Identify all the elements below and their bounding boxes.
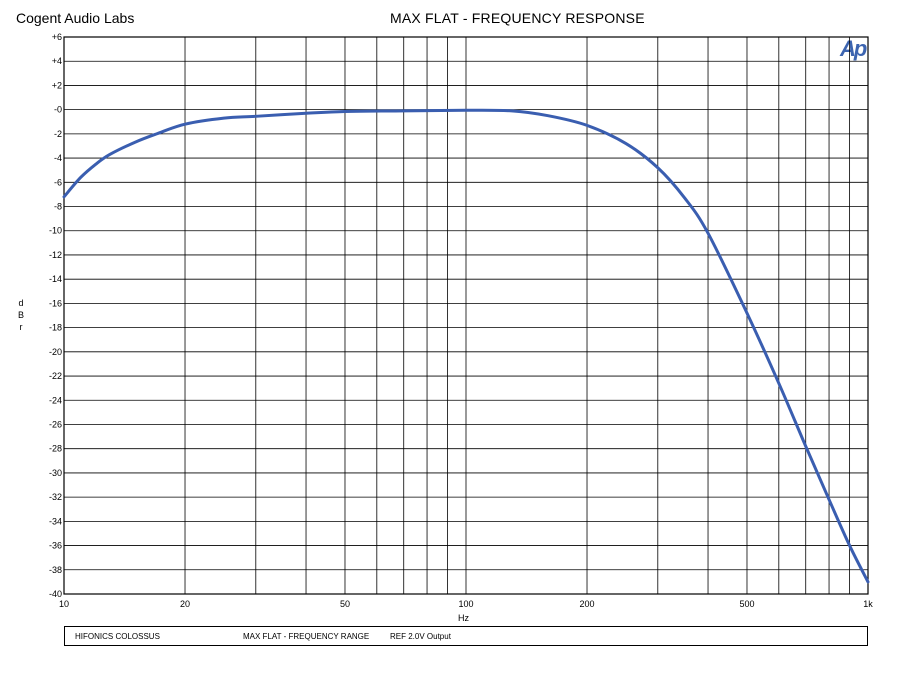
y-tick-label: -34 (49, 516, 62, 526)
y-tick-label: -10 (49, 226, 62, 236)
plot-border (63, 36, 869, 595)
y-tick-label: -24 (49, 395, 62, 405)
x-tick-label: 20 (180, 599, 190, 609)
y-axis-label-char: B (17, 310, 24, 320)
y-tick-label: -22 (49, 371, 62, 381)
y-axis-label-char: d (18, 298, 24, 308)
x-tick-label: 10 (59, 599, 69, 609)
y-tick-label: -26 (49, 419, 62, 429)
y-tick-label: -28 (49, 444, 62, 454)
footer-info-box: HIFONICS COLOSSUS MAX FLAT - FREQUENCY R… (64, 626, 868, 646)
x-tick-label: 200 (579, 599, 594, 609)
y-tick-label: +2 (52, 80, 62, 90)
y-tick-label: -0 (54, 105, 62, 115)
y-tick-label: -6 (54, 177, 62, 187)
y-tick-label: -16 (49, 298, 62, 308)
footer-device: HIFONICS COLOSSUS (75, 632, 160, 641)
y-tick-label: -36 (49, 541, 62, 551)
y-tick-label: -32 (49, 492, 62, 502)
y-tick-label: -12 (49, 250, 62, 260)
y-axis-label-char: r (19, 322, 23, 332)
y-tick-label: -4 (54, 153, 62, 163)
y-tick-label: +4 (52, 56, 62, 66)
y-tick-label: -8 (54, 202, 62, 212)
y-tick-label: -14 (49, 274, 62, 284)
x-axis-label: Hz (458, 613, 469, 623)
y-tick-label: -20 (49, 347, 62, 357)
footer-range: MAX FLAT - FREQUENCY RANGE (243, 632, 370, 641)
y-tick-label: -40 (49, 589, 62, 599)
ap-logo: Ap (840, 36, 867, 61)
frequency-response-curve (62, 108, 870, 584)
y-tick-label: -30 (49, 468, 62, 478)
x-tick-label: 50 (340, 599, 350, 609)
y-tick-label: -38 (49, 565, 62, 575)
y-tick-label: -2 (54, 129, 62, 139)
x-tick-label: 100 (458, 599, 473, 609)
chart-title: MAX FLAT - FREQUENCY RESPONSE (390, 10, 645, 26)
company-name: Cogent Audio Labs (16, 10, 135, 26)
x-tick-label: 1k (863, 599, 873, 609)
footer-ref: REF 2.0V Output (390, 632, 451, 641)
y-tick-label: -18 (49, 323, 62, 333)
x-tick-label: 500 (739, 599, 754, 609)
y-tick-label: +6 (52, 32, 62, 42)
